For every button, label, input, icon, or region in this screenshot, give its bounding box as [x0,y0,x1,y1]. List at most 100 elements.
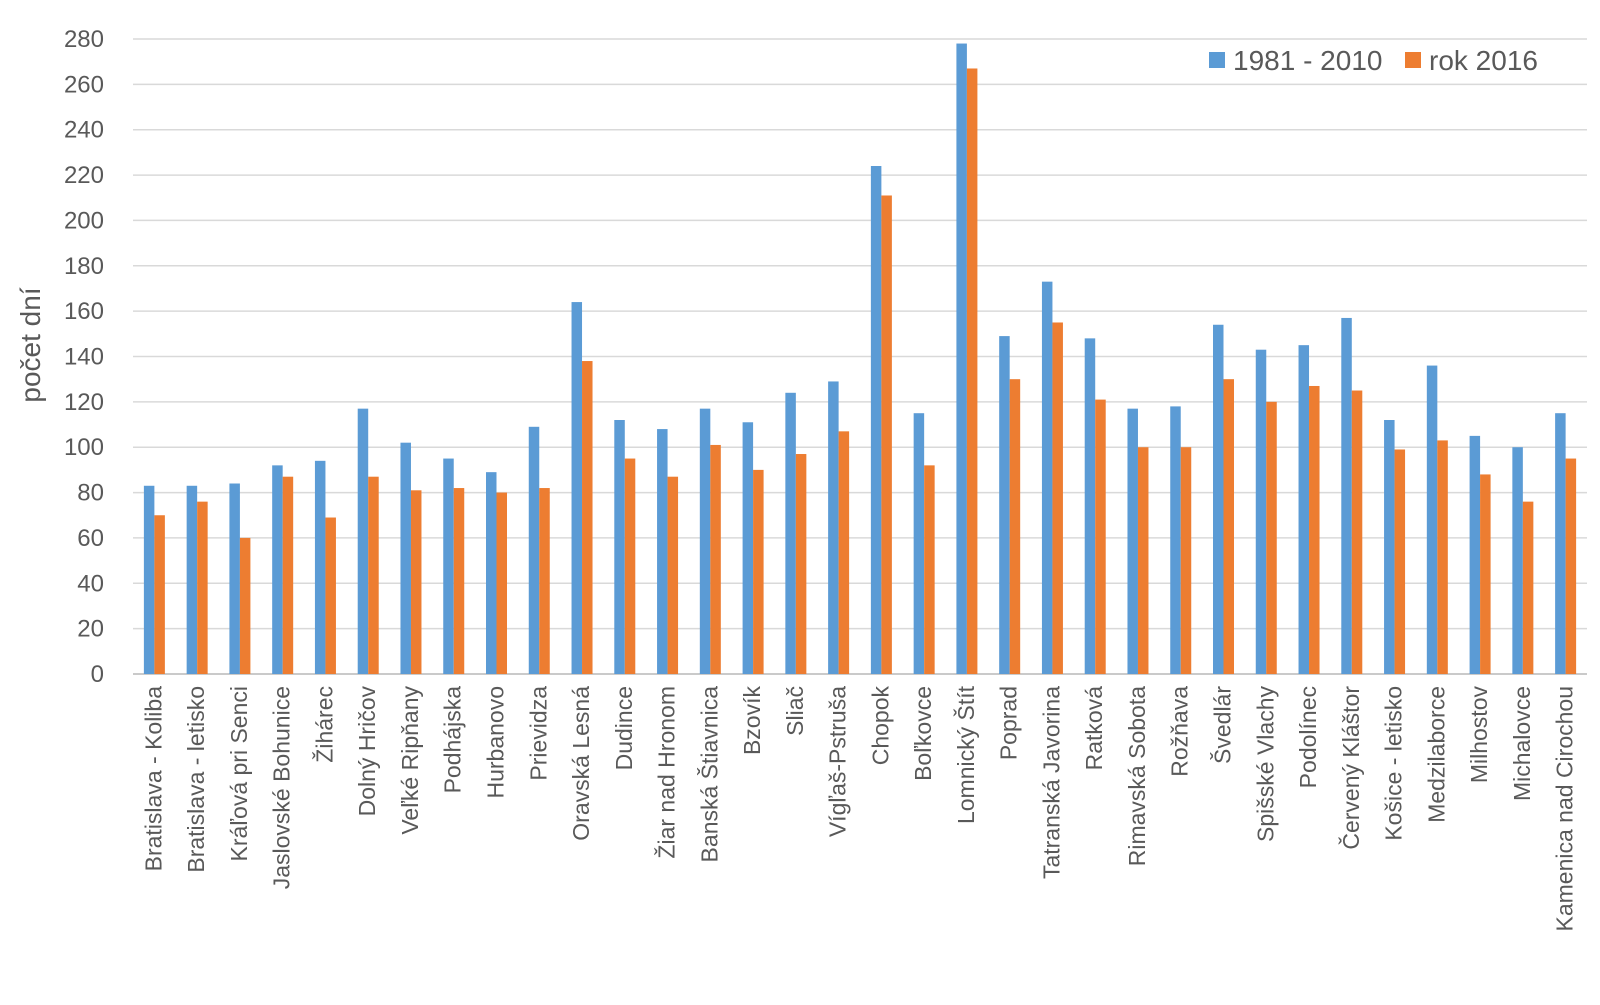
bar-1981-2010 [742,422,754,674]
legend[interactable]: 1981 - 2010 rok 2016 [1209,45,1538,76]
bar-1981-2010 [486,472,497,674]
x-category-label: Boľkovce [910,686,936,781]
legend-swatch-1981-2010 [1209,52,1225,68]
bar-rok-2016 [368,476,379,674]
bar-1981-2010 [785,392,796,674]
x-category-label: Podolínec [1295,686,1321,788]
y-tick-label: 140 [64,344,104,371]
x-category-label: Žihárec [311,686,337,763]
bar-rok-2016 [325,517,336,674]
bar-rok-2016 [154,515,165,674]
x-category-label: Medzilaborce [1423,686,1449,823]
bar-rok-2016 [1437,440,1448,674]
legend-label-rok-2016: rok 2016 [1429,45,1538,76]
bar-rok-2016 [1266,401,1277,674]
bar-rok-2016 [838,431,850,674]
legend-label-1981-2010: 1981 - 2010 [1233,45,1382,76]
x-category-label: Dudince [611,686,637,770]
y-tick-label: 120 [64,389,104,416]
bar-rok-2016 [239,537,251,674]
y-tick-label: 20 [77,616,104,643]
y-tick-label: 240 [64,117,104,144]
x-category-label: Tatranská Javorina [1038,686,1064,879]
bar-1981-2010 [143,485,155,674]
bar-1981-2010 [614,420,625,674]
y-tick-label: 180 [64,253,104,280]
bar-1981-2010 [913,413,925,674]
bar-1981-2010 [1512,447,1523,674]
bar-rok-2016 [496,492,507,674]
x-category-label: Spišské Vlachy [1252,686,1278,842]
y-tick-label: 280 [64,26,104,53]
bar-1981-2010 [1555,413,1566,674]
x-category-label: Jaslovské Bohunice [269,686,295,889]
bar-rok-2016 [710,444,721,674]
y-axis-ticks: 0 20 40 60 80 100 120 140 160 180 200 220 240 260 280 [64,26,104,688]
bar-rok-2016 [582,361,593,674]
x-category-label: Červený Kláštor [1337,686,1364,850]
x-category-label: Rožňava [1167,686,1193,777]
bar-rok-2016 [282,476,294,674]
y-tick-label: 160 [64,298,104,325]
bar-1981-2010 [272,465,283,674]
bar-1981-2010 [1298,345,1310,674]
bar-1981-2010 [956,43,967,675]
y-tick-label: 80 [77,480,104,507]
bar-1981-2010 [443,458,454,674]
bar-1981-2010 [1255,349,1267,674]
x-category-label: Dolný Hričov [354,686,380,817]
bars [143,43,1577,675]
bar-rok-2016 [1394,449,1406,674]
bar-rok-2016 [795,454,807,674]
x-category-label: Košice - letisko [1381,686,1407,841]
bar-1981-2010 [1127,408,1138,674]
bar-1981-2010 [1084,338,1096,674]
y-tick-label: 40 [77,570,104,597]
bar-rok-2016 [1137,447,1149,674]
legend-swatch-rok-2016 [1405,52,1421,68]
x-category-label: Švedlár [1209,686,1236,764]
gridlines [133,38,1587,675]
bar-1981-2010 [699,408,711,674]
bar-rok-2016 [881,195,892,675]
x-category-label: Hurbanovo [483,686,509,799]
bar-1981-2010 [999,336,1010,674]
bar-rok-2016 [667,476,679,674]
bar-rok-2016 [1351,390,1363,674]
bar-rok-2016 [924,465,935,674]
bar-1981-2010 [1213,324,1224,674]
x-category-label: Banská Štiavnica [695,686,722,863]
y-tick-label: 100 [64,434,104,461]
bar-rok-2016 [1565,458,1577,674]
bar-1981-2010 [400,442,411,674]
x-category-label: Chopok [867,686,893,766]
bar-1981-2010 [528,426,540,674]
y-tick-label: 220 [64,162,104,189]
bar-1981-2010 [229,483,240,674]
bar-rok-2016 [1480,474,1491,674]
x-category-label: Bzovík [739,686,765,756]
x-category-label: Kamenica nad Cirochou [1552,686,1578,931]
bar-rok-2016 [624,458,636,674]
x-category-label: Vígľaš-Pstruša [825,686,851,837]
y-tick-label: 60 [77,525,104,552]
bar-1981-2010 [1041,281,1053,674]
bar-rok-2016 [1009,379,1021,674]
x-category-label: Veľké Ripňany [397,686,423,835]
x-category-label: Rimavská Sobota [1124,686,1150,866]
x-category-label: Podhájska [440,686,466,794]
bar-rok-2016 [410,490,422,674]
x-category-label: Ratková [1081,686,1107,771]
bar-1981-2010 [1384,420,1395,674]
bar-rok-2016 [1180,447,1192,674]
bar-1981-2010 [1469,435,1481,675]
bar-1981-2010 [186,485,198,674]
bar-rok-2016 [753,469,764,674]
x-category-label: Kráľová pri Senci [226,686,252,861]
bar-rok-2016 [1052,322,1063,674]
bar-1981-2010 [571,302,583,674]
x-category-label: Milhostov [1466,686,1492,784]
bar-rok-2016 [1223,379,1234,674]
